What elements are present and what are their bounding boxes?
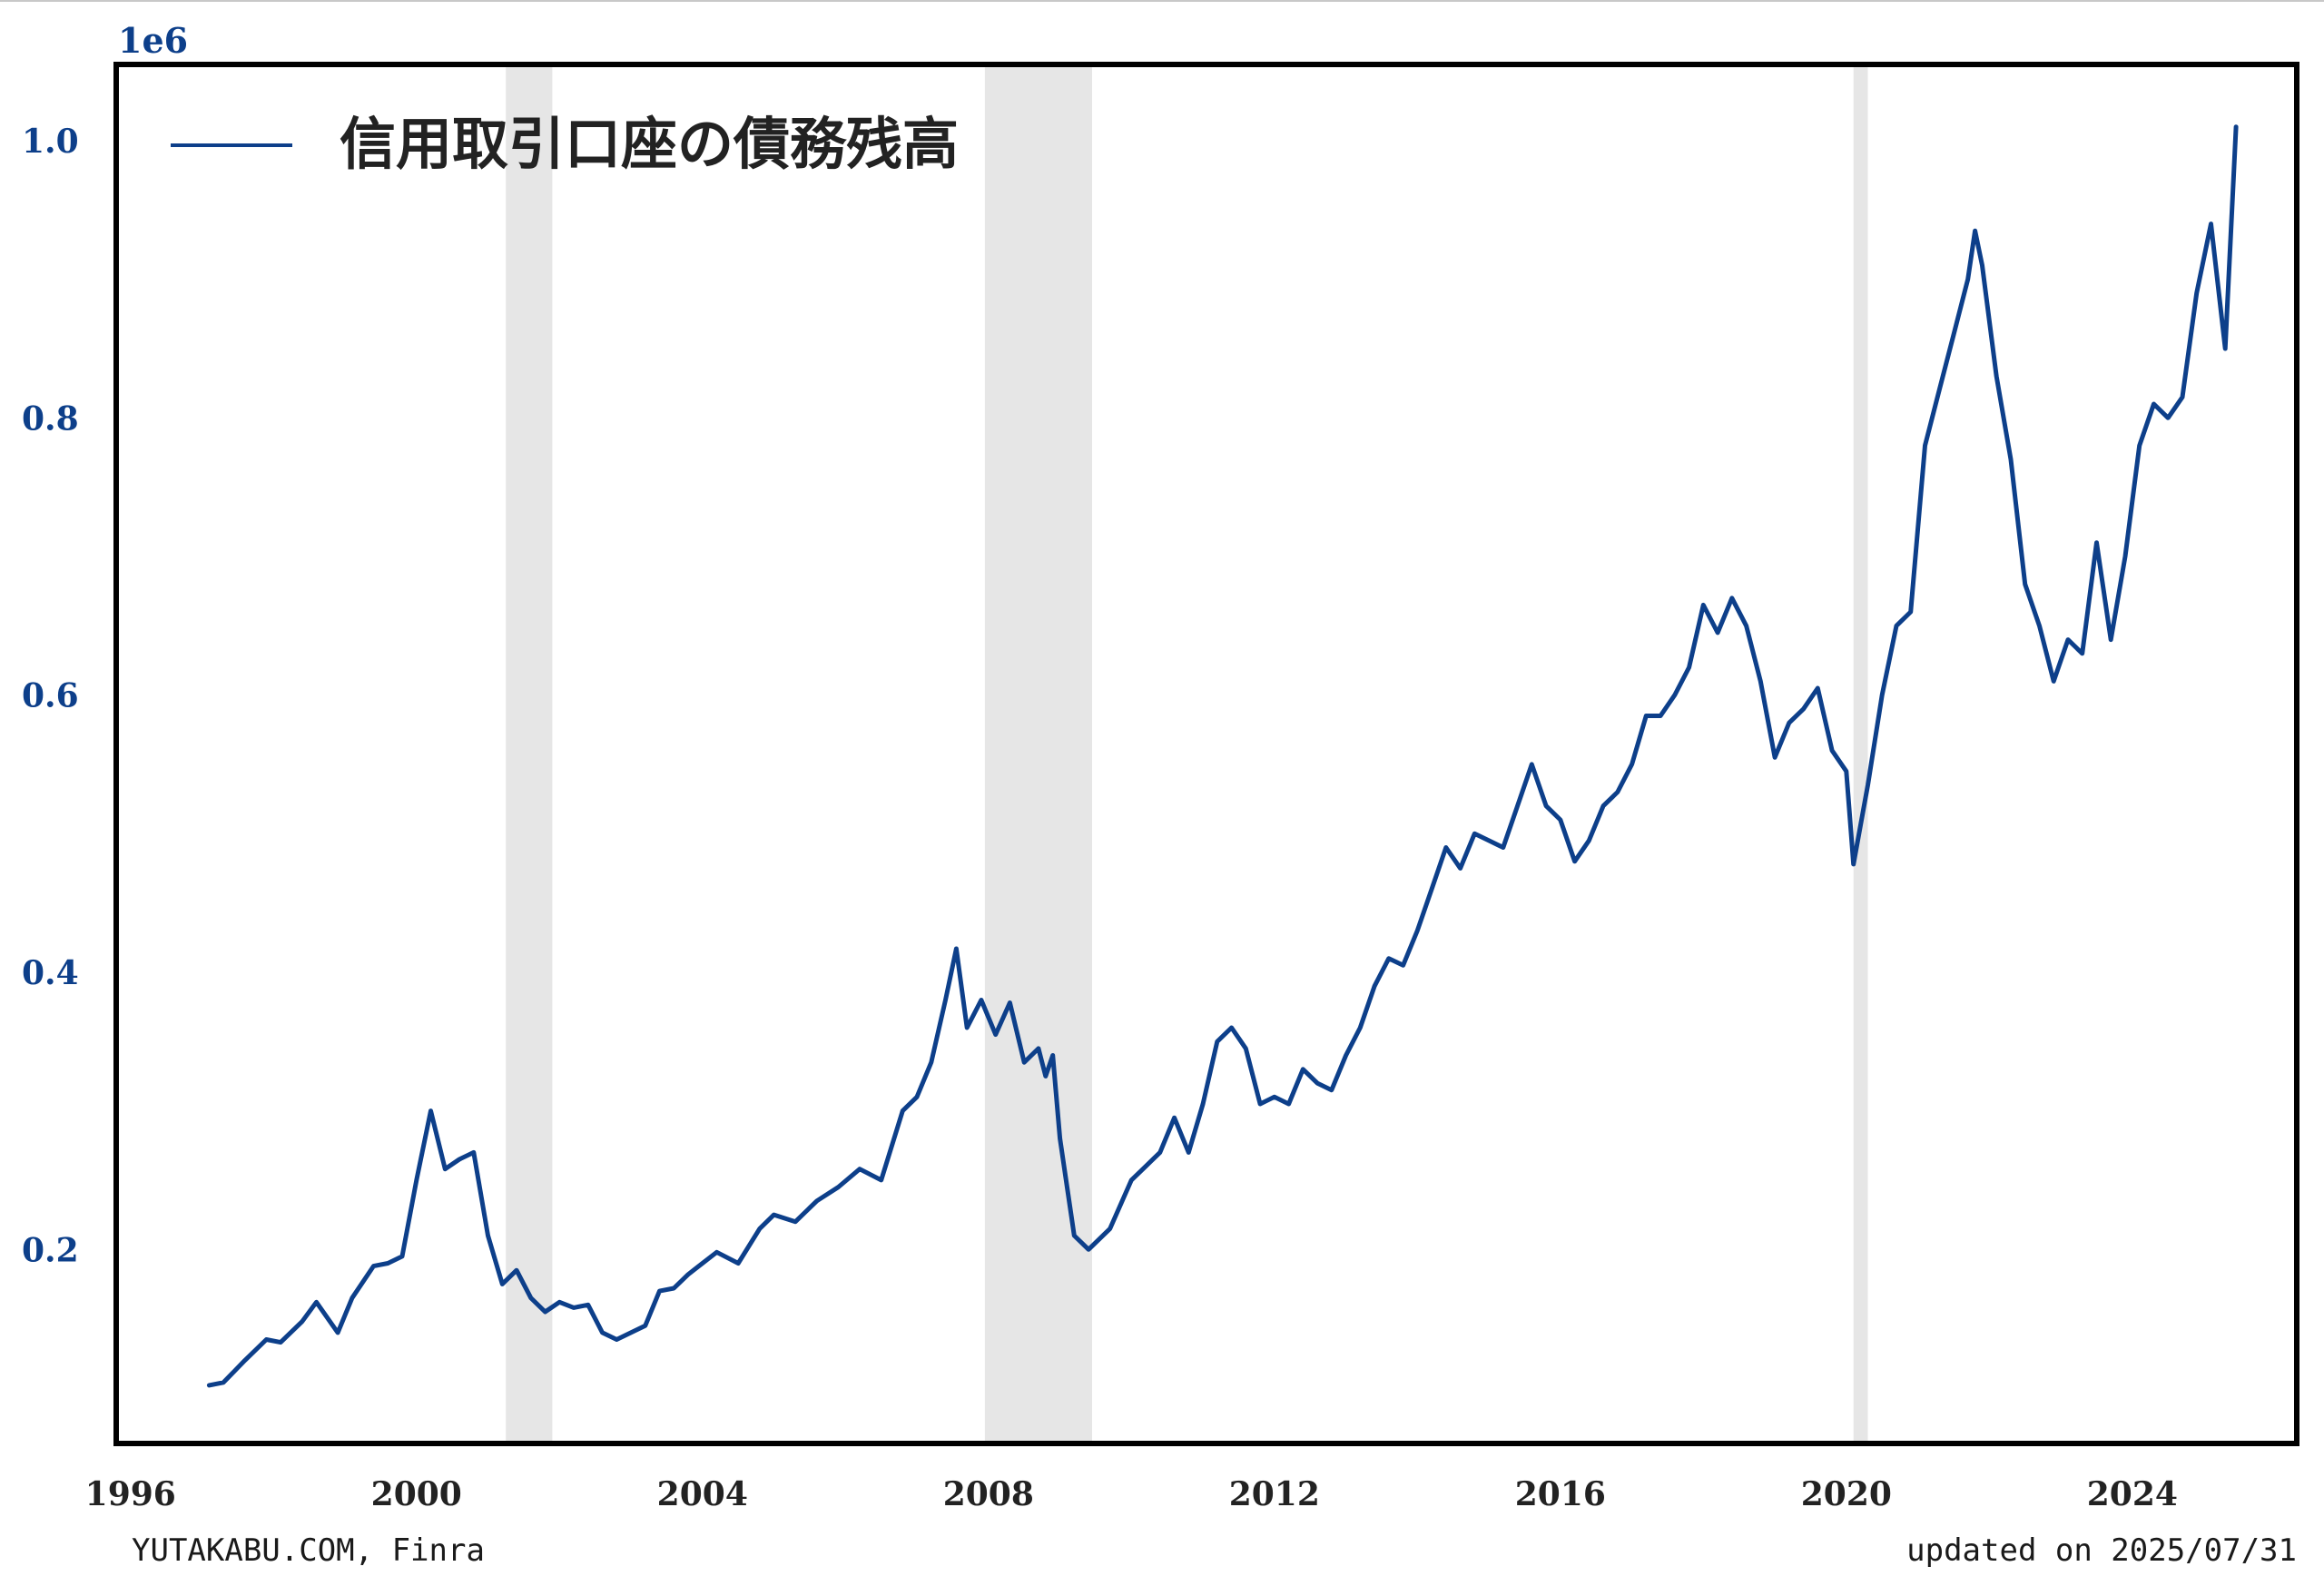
x-tick-label: 2016 (1515, 1475, 1606, 1513)
x-tick-label: 2020 (1801, 1475, 1892, 1513)
top-border-line (0, 0, 2324, 2)
legend: 信用取引口座の債務残高 (171, 111, 959, 177)
y-axis-ticks: 0.2 0.4 0.6 0.8 1.0 (22, 123, 79, 1269)
legend-label: 信用取引口座の債務残高 (340, 111, 959, 177)
series-line-0 (206, 124, 2239, 1388)
series-lines (206, 124, 2239, 1388)
y-tick-label: 0.2 (22, 1231, 79, 1269)
x-tick-label: 2000 (371, 1475, 462, 1513)
plot-frame (113, 62, 2299, 1446)
x-tick-label: 1996 (85, 1475, 176, 1513)
y-tick-label: 0.4 (22, 954, 79, 992)
y-tick-label: 0.6 (22, 677, 79, 715)
y-tick-label: 1.0 (22, 123, 79, 161)
x-tick-label: 2008 (943, 1475, 1034, 1513)
shaded-period-1 (984, 64, 1092, 1443)
recession-shading-group (506, 64, 1868, 1443)
shaded-period-2 (1853, 64, 1868, 1443)
x-tick-label: 2004 (657, 1475, 748, 1513)
y-scale-label: 1e6 (118, 20, 188, 61)
source-credit: YUTAKABU.COM, Finra (132, 1532, 485, 1569)
y-tick-label: 0.8 (22, 399, 79, 438)
x-tick-label: 2012 (1229, 1475, 1320, 1513)
shaded-period-0 (506, 64, 553, 1443)
x-tick-label: 2024 (2087, 1475, 2178, 1513)
x-axis-ticks: 1996 2000 2004 2008 2012 2016 2020 2024 (85, 1475, 2178, 1513)
updated-date: updated on 2025/07/31 (1906, 1532, 2297, 1569)
